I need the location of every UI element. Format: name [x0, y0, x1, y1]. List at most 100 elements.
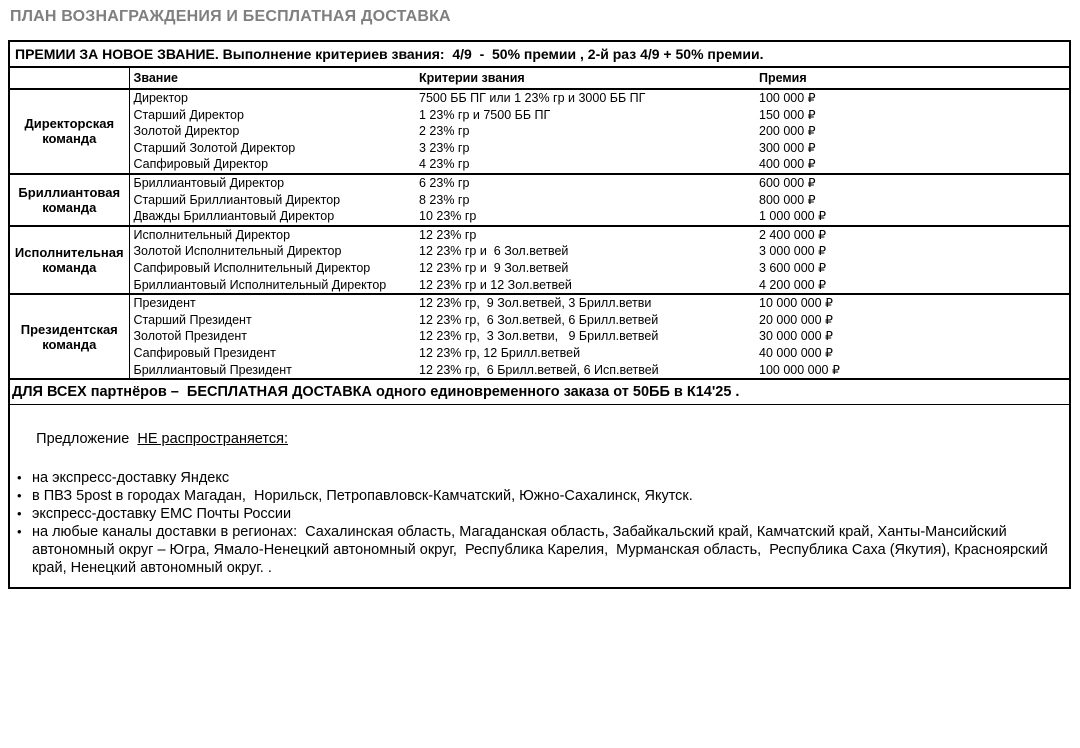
premium-cell: 800 000 ₽ [759, 192, 816, 207]
criteria-cell: 3 23% гр [419, 140, 470, 155]
rank-row: Золотой Президент 12 23% гр, 3 Зол.ветви,… [10, 328, 1069, 345]
rank-row: Бриллиантовая команда Бриллиантовый Дирек… [10, 172, 1069, 226]
rank-cell: Старший Бриллиантовый Директор [133, 192, 341, 207]
delivery-notes: Предложение НЕ распространяется: • на экс… [10, 405, 1069, 587]
bullet-icon: • [17, 506, 22, 522]
bullet-icon: • [17, 524, 22, 540]
criteria-cell: 6 23% гр [417, 172, 757, 192]
rank-row: Сапфировый Директор 4 23% гр 400 000 ₽ [10, 156, 1069, 174]
rank-row: Дважды Бриллиантовый Директор 10 23% гр 1 … [10, 208, 1069, 226]
premium-cell: 300 000 ₽ [759, 140, 816, 155]
rank-cell: Старший Президент [133, 312, 252, 327]
team-group-label: Исполнительная команда [10, 224, 130, 295]
team-group-label: Бриллиантовая команда [10, 172, 130, 226]
corner-cell [10, 68, 130, 90]
offer-not-applicable-line: Предложение НЕ распространяется: [12, 412, 1059, 466]
bonus-table-header: ПРЕМИИ ЗА НОВОЕ ЗВАНИЕ. Выполнение крите… [10, 42, 1069, 68]
rank-cell: Старший Директор [133, 107, 244, 122]
rank-row: Исполнительная команда Исполнительный Дир… [10, 224, 1069, 295]
exclusion-text: в ПВЗ 5post в городах Магадан, Норильск,… [32, 488, 693, 505]
rank-row: Старший Золотой Директор 3 23% гр 300 000 … [10, 140, 1069, 157]
rank-row: Золотой Исполнительный Директор 12 23% гр… [10, 243, 1069, 260]
premium-cell: 100 000 000 ₽ [759, 362, 840, 377]
exclusion-item: • на любые каналы доставки в регионах: Са… [12, 523, 1059, 577]
criteria-cell: 12 23% гр, 9 Зол.ветвей, 3 Брилл.ветви [417, 293, 757, 312]
premium-cell: 100 000 ₽ [757, 88, 1069, 107]
criteria-cell: 2 23% гр [419, 124, 470, 139]
criteria-cell: 12 23% гр, 6 Брилл.ветвей, 6 Исп.ветвей [419, 362, 659, 377]
rank-cell: Золотой Директор [133, 124, 240, 139]
criteria-cell: 1 23% гр и 7500 ББ ПГ [419, 107, 551, 122]
rank-cell: Старший Золотой Директор [133, 140, 296, 155]
rank-bonus-table: Звание Критерии звания Премия Директорск… [10, 68, 1069, 379]
premium-cell: 1 000 000 ₽ [759, 209, 827, 224]
exclusion-text: на экспресс-доставку Яндекс [32, 470, 230, 487]
bullet-icon: • [17, 470, 22, 486]
rank-cell: Сапфировый Исполнительный Директор [133, 260, 371, 275]
exclusion-text: экспресс-доставку ЕМС Почты России [32, 506, 292, 523]
criteria-cell: 12 23% гр и 12 Зол.ветвей [419, 277, 572, 292]
rank-row: Старший Директор 1 23% гр и 7500 ББ ПГ 150… [10, 107, 1069, 124]
rank-cell: Исполнительный Директор [129, 224, 417, 244]
offer-intro-text: Предложение [36, 431, 138, 448]
criteria-cell: 12 23% гр и 9 Зол.ветвей [419, 260, 569, 275]
rank-table-body: Директорская команда Директор 7500 ББ ПГ и… [10, 88, 1069, 379]
premium-cell: 3 600 000 ₽ [759, 260, 827, 275]
column-header-premium: Премия [757, 68, 1069, 90]
criteria-cell: 12 23% гр [417, 224, 757, 244]
rank-row: Золотой Директор 2 23% гр 200 000 ₽ [10, 123, 1069, 140]
criteria-cell: 7500 ББ ПГ или 1 23% гр и 3000 ББ ПГ [417, 88, 757, 107]
rank-row: Сапфировый Президент 12 23% гр, 12 Брилл.… [10, 345, 1069, 362]
rank-cell: Золотой Исполнительный Директор [133, 244, 342, 259]
premium-cell: 4 200 000 ₽ [759, 277, 827, 292]
rank-row: Президентская команда Президент 12 23% гр,… [10, 293, 1069, 379]
rank-cell: Дважды Бриллиантовый Директор [133, 209, 335, 224]
rank-cell: Золотой Президент [133, 329, 248, 344]
column-header-criteria: Критерии звания [417, 68, 757, 90]
exclusion-text: на любые каналы доставки в регионах: Сах… [32, 524, 1052, 577]
rank-cell: Сапфировый Президент [133, 345, 276, 360]
column-header-rank: Звание [129, 68, 417, 90]
offer-intro-underlined-text: НЕ распространяется: [137, 431, 288, 448]
exclusion-item: • в ПВЗ 5post в городах Магадан, Норильск… [12, 487, 1059, 505]
criteria-cell: 10 23% гр [419, 209, 477, 224]
premium-cell: 200 000 ₽ [759, 124, 816, 139]
premium-cell: 30 000 000 ₽ [759, 329, 833, 344]
rank-row: Директорская команда Директор 7500 ББ ПГ и… [10, 88, 1069, 174]
free-delivery-headline: ДЛЯ ВСЕХ партнёров – БЕСПЛАТНАЯ ДОСТАВКА… [10, 378, 1069, 406]
premium-cell: 3 000 000 ₽ [759, 244, 827, 259]
rank-row: Старший Президент 12 23% гр, 6 Зол.ветвей… [10, 312, 1069, 329]
column-header-row: Звание Критерии звания Премия [10, 68, 1069, 90]
premium-cell: 150 000 ₽ [759, 107, 816, 122]
criteria-cell: 4 23% гр [419, 157, 470, 172]
rank-cell: Бриллиантовый Директор [129, 172, 417, 192]
rank-row: Бриллиантовый Президент 12 23% гр, 6 Брил… [10, 362, 1069, 379]
rank-cell: Бриллиантовый Исполнительный Директор [133, 277, 387, 292]
rank-cell: Сапфировый Директор [133, 157, 269, 172]
premium-cell: 2 400 000 ₽ [757, 224, 1069, 244]
rank-cell: Бриллиантовый Президент [133, 362, 292, 377]
criteria-cell: 12 23% гр и 6 Зол.ветвей [419, 244, 569, 259]
premium-cell: 600 000 ₽ [757, 172, 1069, 192]
premium-cell: 10 000 000 ₽ [757, 293, 1069, 312]
exclusion-item: • на экспресс-доставку Яндекс [12, 469, 1059, 487]
criteria-cell: 12 23% гр, 3 Зол.ветви, 9 Брилл.ветвей [419, 329, 659, 344]
criteria-cell: 12 23% гр, 12 Брилл.ветвей [419, 345, 581, 360]
team-group-label: Директорская команда [10, 88, 130, 174]
premium-cell: 400 000 ₽ [759, 157, 816, 172]
criteria-cell: 12 23% гр, 6 Зол.ветвей, 6 Брилл.ветвей [419, 312, 659, 327]
team-group-label: Президентская команда [10, 293, 130, 379]
page-title: ПЛАН ВОЗНАГРАЖДЕНИЯ И БЕСПЛАТНАЯ ДОСТАВК… [10, 8, 451, 25]
exclusion-item: • экспресс-доставку ЕМС Почты России [12, 505, 1059, 523]
bullet-icon: • [17, 488, 22, 504]
rank-row: Сапфировый Исполнительный Директор 12 23%… [10, 260, 1069, 277]
rank-row: Бриллиантовый Исполнительный Директор 12 … [10, 277, 1069, 295]
criteria-cell: 8 23% гр [419, 192, 470, 207]
document-box: ПРЕМИИ ЗА НОВОЕ ЗВАНИЕ. Выполнение крите… [8, 40, 1071, 590]
rank-row: Старший Бриллиантовый Директор 8 23% гр 80… [10, 192, 1069, 209]
rank-cell: Президент [129, 293, 417, 312]
premium-cell: 20 000 000 ₽ [759, 312, 833, 327]
premium-cell: 40 000 000 ₽ [759, 345, 833, 360]
rank-cell: Директор [129, 88, 417, 107]
exclusions-list: • на экспресс-доставку Яндекс • в ПВЗ 5post… [12, 469, 1059, 577]
